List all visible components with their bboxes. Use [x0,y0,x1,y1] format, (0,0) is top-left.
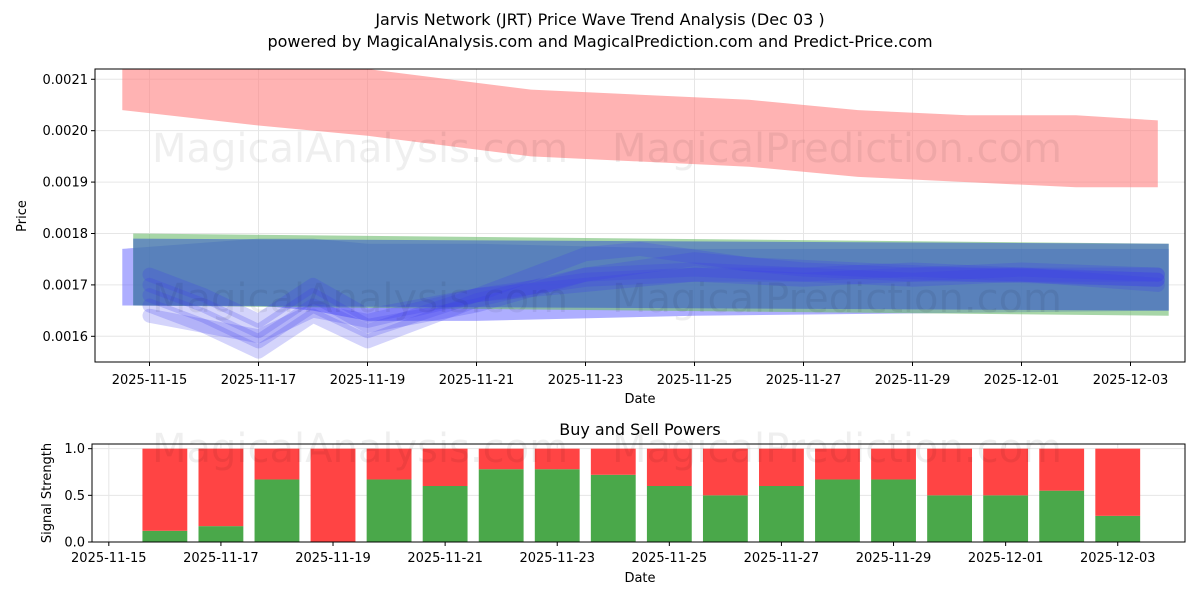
buy-bar [927,495,973,542]
buy-bar [1095,515,1141,542]
buy-bar [198,526,244,542]
price-x-tick-label: 2025-11-21 [439,373,515,388]
signal-x-tick-label: 2025-11-29 [856,551,932,566]
signal-x-tick-label: 2025-11-27 [744,551,820,566]
buy-bar [254,479,300,542]
wave-series-line [142,262,1165,339]
price-axes-frame [94,68,1186,363]
buy-bar [1039,490,1085,542]
signal-panel: Buy and Sell Powers MagicalAnalysis.com … [40,420,1186,586]
watermark-top-2: MagicalPrediction.com [612,126,1062,172]
watermark-top-1: MagicalAnalysis.com [152,126,568,172]
sell-bar [590,448,636,475]
signal-y-label: Signal Strength [40,443,55,543]
buy-bar [646,486,692,542]
buy-bar [366,479,412,542]
signal-x-tick-label: 2025-11-15 [71,551,147,566]
chart-subtitle: powered by MagicalAnalysis.com and Magic… [267,32,932,51]
buy-bar [590,474,636,542]
buy-bar [815,479,860,542]
wave-series-line [142,267,1165,344]
buy-bar [871,479,916,542]
price-x-tick-label: 2025-11-19 [330,373,406,388]
signal-x-tick-label: 2025-11-23 [519,551,595,566]
signal-y-tick-label: 1.0 [64,442,85,457]
sell-bar [254,448,300,480]
wave-series-line [142,252,1165,359]
signal-x-tick-label: 2025-11-25 [632,551,708,566]
chart-title: Jarvis Network (JRT) Price Wave Trend An… [374,10,824,29]
signal-bars [142,448,1141,542]
blue-band [133,238,1169,311]
wave-series-line [142,267,1165,328]
price-x-tick-label: 2025-11-25 [657,373,733,388]
signal-y-ticks: 0.0 0.5 1.0 [64,442,92,551]
price-y-tick-label: 0.0021 [43,73,89,88]
signal-title: Buy and Sell Powers [559,420,721,439]
sell-bar [534,448,580,470]
watermark-mid-1: MagicalAnalysis.com [152,276,568,322]
price-x-tick-label: 2025-11-15 [112,373,188,388]
sell-bar [815,448,860,480]
watermark-mid-2: MagicalPrediction.com [612,276,1062,322]
signal-y-tick-label: 0.0 [64,536,85,551]
price-x-tick-label: 2025-11-17 [221,373,297,388]
red-forecast-band [122,69,1158,188]
sell-bar [366,448,412,480]
price-x-tick-label: 2025-11-23 [548,373,624,388]
signal-x-tick-label: 2025-11-17 [183,551,259,566]
buy-bar [702,495,748,542]
watermark-bottom-1: MagicalAnalysis.com [152,426,568,472]
sell-bar [422,448,468,486]
price-y-tick-label: 0.0018 [43,227,89,242]
price-y-label: Price [15,200,30,232]
sell-bar [759,448,804,486]
price-y-tick-label: 0.0020 [43,124,89,139]
buy-bar [422,486,468,542]
price-x-tick-label: 2025-12-03 [1093,373,1169,388]
price-x-tick-label: 2025-12-01 [984,373,1060,388]
price-bands [122,69,1169,359]
price-panel: MagicalAnalysis.com MagicalPrediction.co… [15,68,1186,407]
signal-x-ticks: 2025-11-15 2025-11-17 2025-11-19 2025-11-21… [71,542,1156,566]
buy-bar [534,469,580,542]
price-y-ticks: 0.0016 0.0017 0.0018 0.0019 0.0020 0.0021 [43,73,95,345]
buy-bar [983,495,1029,542]
price-y-tick-label: 0.0017 [43,278,89,293]
sell-bar [927,448,973,496]
wave-series-line [142,241,1165,349]
sell-bar [871,448,916,480]
signal-x-tick-label: 2025-11-19 [295,551,371,566]
price-x-label: Date [624,392,655,407]
price-y-tick-label: 0.0016 [43,330,89,345]
sell-bar [142,448,188,531]
price-x-tick-label: 2025-11-29 [875,373,951,388]
watermark-bottom-2: MagicalPrediction.com [612,426,1062,472]
signal-x-tick-label: 2025-12-03 [1080,551,1156,566]
sell-bar [702,448,748,496]
sell-bar [983,448,1029,496]
sell-bar [310,448,356,542]
buy-bar [759,486,804,542]
sell-bar [478,448,524,470]
sell-bar [1095,448,1141,516]
signal-x-label: Date [624,571,655,586]
sell-bar [198,448,244,527]
signal-x-tick-label: 2025-11-21 [407,551,483,566]
buy-bar [142,530,188,542]
signal-x-tick-label: 2025-12-01 [968,551,1044,566]
sell-bar [646,448,692,486]
sell-bar [1039,448,1085,491]
price-x-tick-label: 2025-11-27 [766,373,842,388]
signal-axes-frame [91,443,1186,543]
price-x-ticks: 2025-11-15 2025-11-17 2025-11-19 2025-11-21… [112,362,1169,388]
signal-y-tick-label: 0.5 [64,489,85,504]
price-y-tick-label: 0.0019 [43,176,89,191]
buy-bar [478,469,524,542]
